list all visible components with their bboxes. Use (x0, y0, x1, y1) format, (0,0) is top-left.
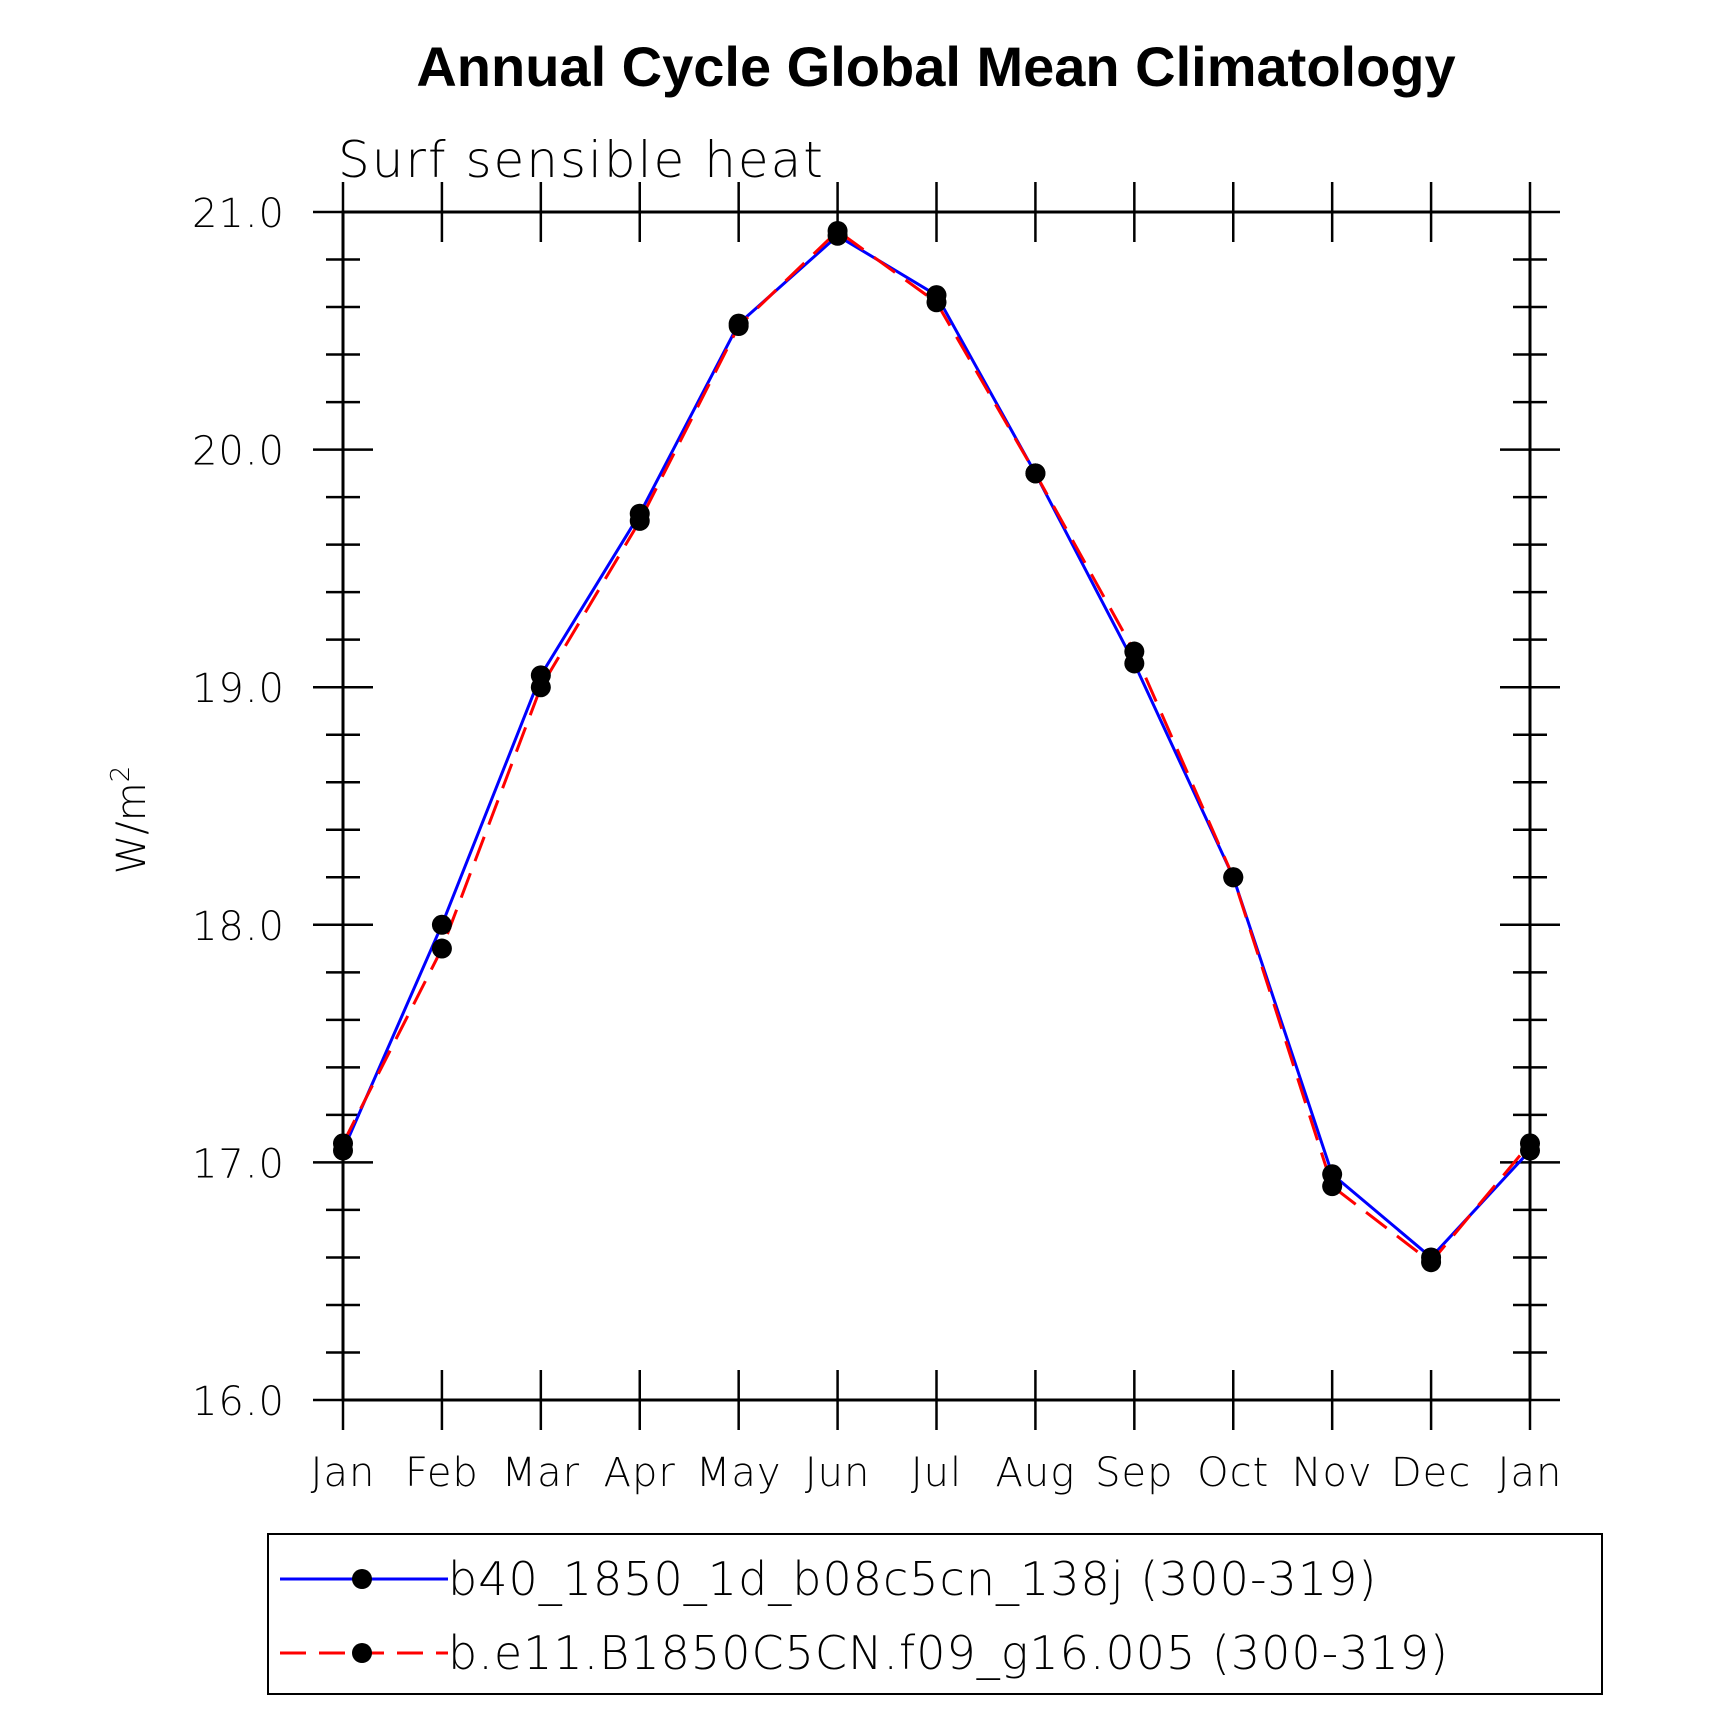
chart-title: Annual Cycle Global Mean Climatology (416, 35, 1455, 98)
legend-label-2: b.e11.B1850C5CN.f09_g16.005 (300-319) (448, 1626, 1449, 1680)
x-tick-label: Mar (502, 1450, 580, 1496)
legend-marker-2 (352, 1643, 372, 1663)
series-1-point (431, 914, 452, 935)
x-tick-label: May (696, 1450, 782, 1496)
series-2-point (1421, 1252, 1442, 1273)
series-line-1 (341, 233, 1532, 1260)
x-tick-label: Nov (1292, 1450, 1373, 1496)
plot-axes (341, 210, 1532, 1402)
series-2-point (1025, 463, 1046, 484)
series-2-point (1322, 1176, 1343, 1197)
x-tick-label: Apr (604, 1450, 676, 1496)
series-2-point (530, 677, 551, 698)
x-tick-label: Jan (1498, 1450, 1563, 1496)
series-2-point (728, 316, 749, 337)
series-layer (333, 221, 1540, 1273)
chart-subtitle: Surf sensible heat (338, 131, 825, 189)
y-axis-ticks: 16.0 17.0 18.0 19.0 20.0 21.0 (192, 191, 1560, 1425)
plot-frame (341, 210, 1532, 1402)
series-2-point (1520, 1133, 1540, 1154)
y-tick-label: 19.0 (192, 666, 285, 712)
y-axis-label: W/m2 (106, 766, 155, 875)
series-line-2 (341, 229, 1532, 1265)
series-2-point (926, 292, 947, 313)
x-tick-label: Sep (1095, 1450, 1173, 1496)
series-2-point (1124, 641, 1145, 662)
x-tick-label: Jun (805, 1450, 871, 1496)
legend-label-1: b40_1850_1d_b08c5cn_138j (300-319) (448, 1552, 1377, 1606)
x-axis-ticks: Jan Feb Mar Apr May Jun Jul Aug Sep Oct Nov Dec Jan (311, 182, 1563, 1496)
y-tick-label: 16.0 (192, 1379, 285, 1425)
series-2-point (431, 938, 452, 959)
y-axis-label-superscript: 2 (106, 766, 136, 783)
series-2-point (629, 510, 650, 531)
y-tick-label: 21.0 (192, 191, 285, 237)
y-tick-label: 20.0 (192, 429, 285, 475)
legend-box (267, 1533, 1603, 1695)
x-tick-label: Aug (996, 1450, 1076, 1496)
y-tick-label: 17.0 (192, 1141, 285, 1187)
x-tick-label: Jan (311, 1450, 376, 1496)
legend: b40_1850_1d_b08c5cn_138j (300-319) b.e11.… (267, 1533, 1603, 1695)
x-tick-label: Oct (1197, 1450, 1269, 1496)
x-tick-label: Feb (405, 1450, 479, 1496)
y-tick-label: 18.0 (192, 904, 285, 950)
series-2-point (827, 221, 848, 242)
legend-marker-1 (352, 1569, 372, 1589)
x-tick-label: Jul (911, 1450, 962, 1496)
x-tick-label: Dec (1391, 1450, 1471, 1496)
y-axis-label-main: W/m (109, 782, 155, 874)
series-2-point (1223, 867, 1244, 888)
series-2-point (333, 1133, 353, 1154)
